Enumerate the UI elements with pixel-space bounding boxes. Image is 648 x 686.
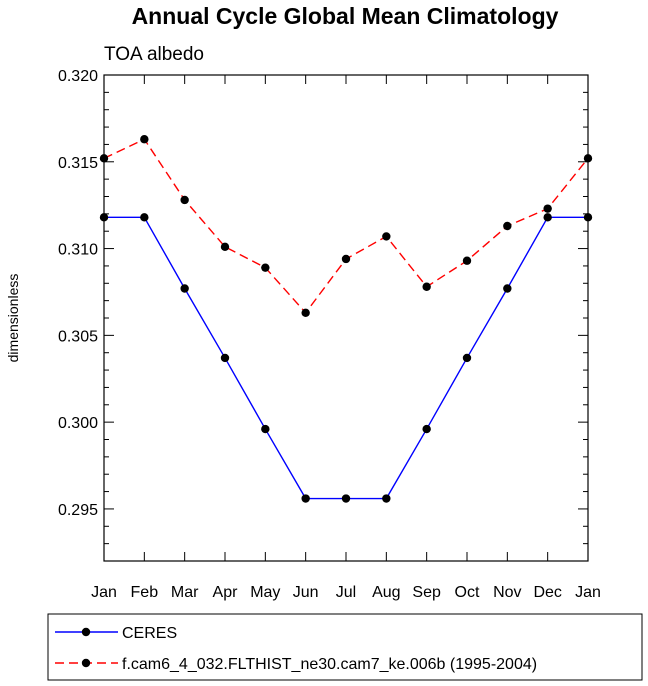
y-tick-label: 0.320 [58,68,98,85]
x-tick-label: Feb [131,584,159,601]
x-tick-label: Jan [91,584,117,601]
x-tick-label: Jun [293,584,319,601]
chart-subtitle: TOA albedo [104,44,204,65]
x-tick-label: Mar [171,584,199,601]
x-tick-label: Dec [533,584,561,601]
data-point [341,494,351,503]
data-point [462,353,472,363]
series-layer [99,135,593,503]
data-point [180,195,189,205]
legend-marker-model [81,658,91,668]
x-tick-label: Jan [575,584,601,601]
chart-title: Annual Cycle Global Mean Climatology [132,3,559,29]
x-tick-label: Oct [455,584,480,601]
data-point [382,232,391,241]
data-point [261,424,270,434]
legend-marker-ceres [81,627,91,637]
data-point [220,242,230,252]
x-tick-label: May [250,584,280,601]
data-point [462,256,472,265]
data-point [543,204,552,213]
x-tick-label: Jul [336,584,356,601]
data-point [301,308,310,317]
axis-ticks [103,74,589,562]
data-point [382,494,391,503]
data-point [180,284,189,293]
x-tick-labels: Jan Feb Mar Apr May Jun Jul Aug Sep Oct Nov Dec Jan [91,584,601,601]
data-point [503,284,512,293]
data-point [341,254,351,264]
series-line-f-cam6-4-032-flthist-ne30-cam7-ke-006b-1995-2004 [103,138,589,314]
x-tick-label: Apr [213,584,239,601]
y-tick-label: 0.305 [58,328,98,345]
legend-box [47,613,643,681]
data-point [140,135,149,144]
y-tick-label: 0.310 [58,242,98,259]
y-tick-label: 0.315 [58,155,98,172]
data-point [422,424,431,434]
plot-frame [103,74,589,562]
data-point [503,221,512,231]
x-tick-label: Nov [493,584,521,601]
y-tick-label: 0.295 [58,502,98,519]
y-tick-labels: 0.295 0.300 0.305 0.310 0.315 0.320 [58,68,98,519]
x-tick-label: Aug [372,584,400,601]
data-point [140,213,149,222]
legend-label-model: f.cam6_4_032.FLTHIST_ne30.cam7_ke.006b (… [122,656,537,673]
data-point [301,494,310,503]
y-tick-label: 0.300 [58,415,98,432]
legend: CERES f.cam6_4_032.FLTHIST_ne30.cam7_ke.… [47,613,643,681]
x-tick-label: Sep [412,584,441,601]
legend-label-ceres: CERES [122,625,177,642]
data-point [422,282,431,291]
data-point [543,213,552,222]
y-axis-label: dimensionless [5,274,21,363]
data-point [220,353,230,363]
data-point [261,263,270,272]
